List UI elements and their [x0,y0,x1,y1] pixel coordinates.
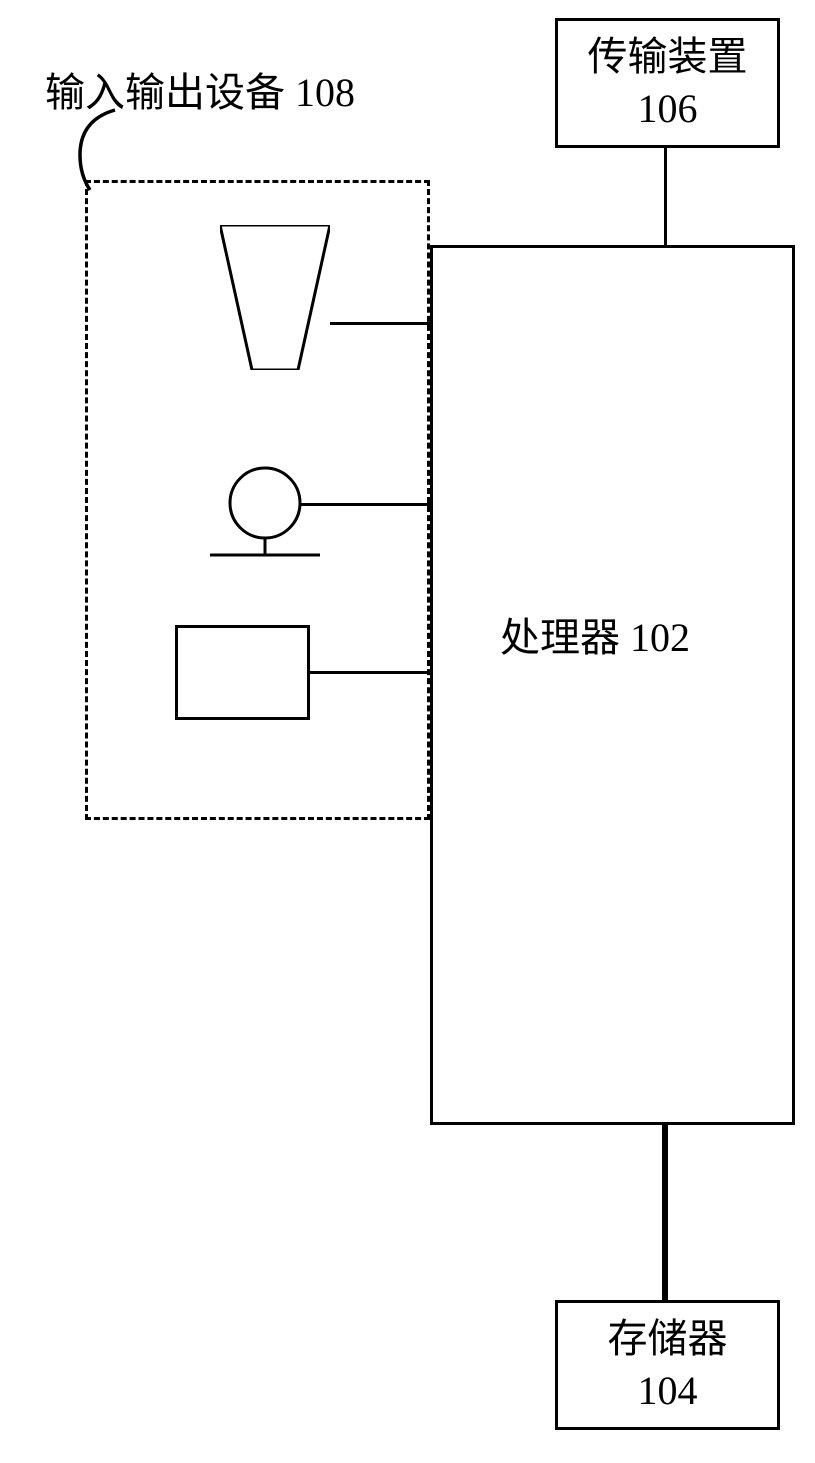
memory-label-1: 存储器 [608,1313,728,1365]
processor-memory-connector [662,1125,668,1300]
device-box-icon [175,625,310,720]
transmission-device-box: 传输装置 106 [555,18,780,148]
memory-label-2: 104 [638,1365,698,1417]
transmission-label-1: 传输装置 [588,31,748,83]
speaker-connector [330,322,430,325]
processor-box [430,245,795,1125]
transmission-processor-connector [664,148,667,245]
memory-box: 存储器 104 [555,1300,780,1430]
device-box-connector [310,671,430,674]
transmission-label-2: 106 [638,83,698,135]
block-diagram: 输入输出设备 108 传输装置 106 处理器 102 存储器 104 [0,0,815,1463]
processor-label: 处理器 102 [500,605,690,663]
microphone-icon [210,465,320,565]
microphone-connector [300,503,430,506]
speaker-icon [220,225,330,370]
